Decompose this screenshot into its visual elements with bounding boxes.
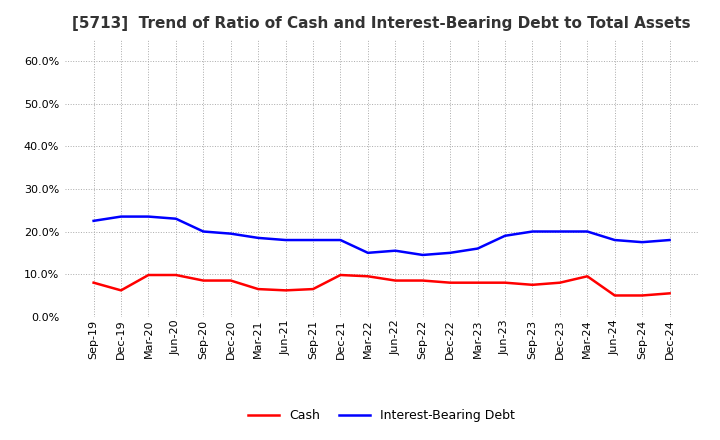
Cash xyxy=(254,286,263,292)
Cash xyxy=(336,272,345,278)
Interest-Bearing Debt xyxy=(282,238,290,243)
Interest-Bearing Debt xyxy=(89,218,98,224)
Interest-Bearing Debt xyxy=(144,214,153,219)
Cash xyxy=(117,288,125,293)
Interest-Bearing Debt xyxy=(583,229,592,234)
Cash xyxy=(391,278,400,283)
Cash xyxy=(309,286,318,292)
Cash xyxy=(473,280,482,285)
Interest-Bearing Debt xyxy=(364,250,372,256)
Cash xyxy=(446,280,454,285)
Cash xyxy=(611,293,619,298)
Interest-Bearing Debt xyxy=(254,235,263,241)
Interest-Bearing Debt xyxy=(665,238,674,243)
Cash xyxy=(364,274,372,279)
Line: Cash: Cash xyxy=(94,275,670,296)
Cash xyxy=(418,278,427,283)
Interest-Bearing Debt xyxy=(117,214,125,219)
Interest-Bearing Debt xyxy=(638,239,647,245)
Legend: Cash, Interest-Bearing Debt: Cash, Interest-Bearing Debt xyxy=(243,404,520,427)
Interest-Bearing Debt xyxy=(446,250,454,256)
Interest-Bearing Debt xyxy=(309,238,318,243)
Cash xyxy=(500,280,509,285)
Interest-Bearing Debt xyxy=(528,229,537,234)
Interest-Bearing Debt xyxy=(226,231,235,236)
Interest-Bearing Debt xyxy=(418,252,427,257)
Interest-Bearing Debt xyxy=(473,246,482,251)
Cash xyxy=(89,280,98,285)
Cash xyxy=(226,278,235,283)
Cash xyxy=(144,272,153,278)
Interest-Bearing Debt xyxy=(611,238,619,243)
Interest-Bearing Debt xyxy=(556,229,564,234)
Interest-Bearing Debt xyxy=(500,233,509,238)
Cash xyxy=(282,288,290,293)
Line: Interest-Bearing Debt: Interest-Bearing Debt xyxy=(94,216,670,255)
Interest-Bearing Debt xyxy=(391,248,400,253)
Cash xyxy=(638,293,647,298)
Interest-Bearing Debt xyxy=(171,216,180,221)
Interest-Bearing Debt xyxy=(336,238,345,243)
Cash xyxy=(583,274,592,279)
Cash xyxy=(199,278,207,283)
Title: [5713]  Trend of Ratio of Cash and Interest-Bearing Debt to Total Assets: [5713] Trend of Ratio of Cash and Intere… xyxy=(72,16,691,32)
Interest-Bearing Debt xyxy=(199,229,207,234)
Cash xyxy=(528,282,537,287)
Cash xyxy=(665,291,674,296)
Cash xyxy=(171,272,180,278)
Cash xyxy=(556,280,564,285)
